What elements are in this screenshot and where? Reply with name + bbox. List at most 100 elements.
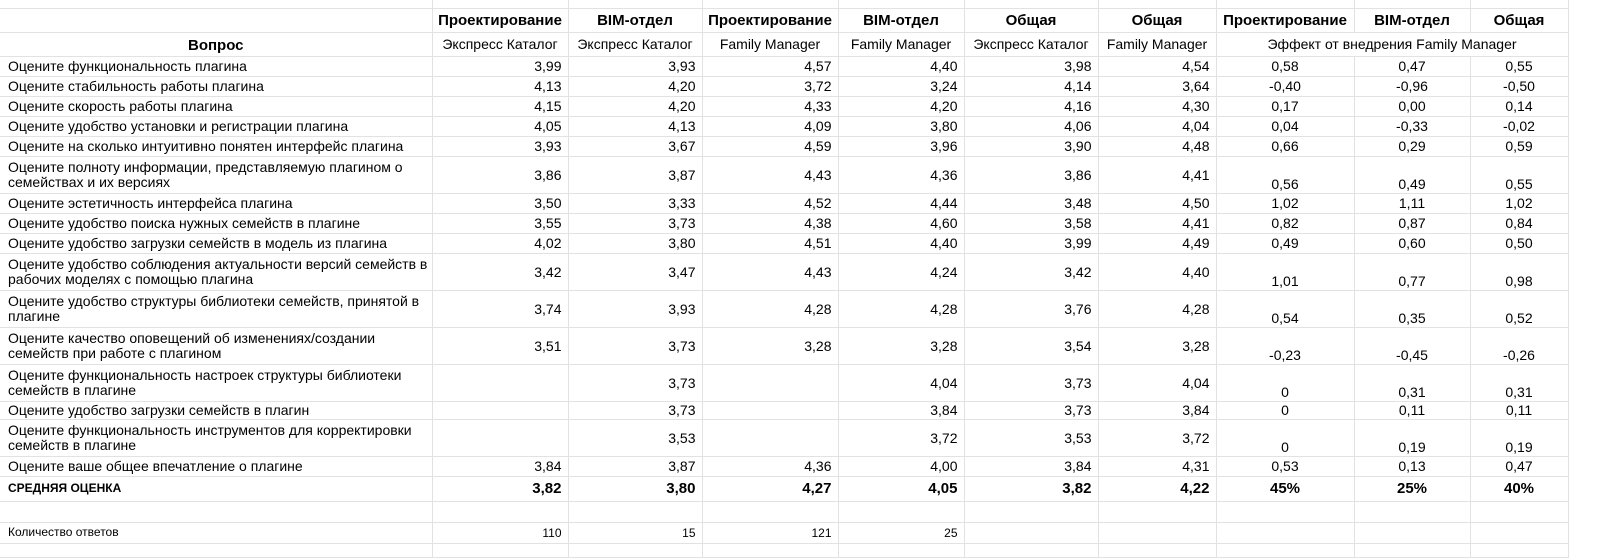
question-cell[interactable]: Оцените функциональность плагина [0,56,433,77]
question-cell[interactable]: Оцените на сколько интуитивно понятен ин… [0,136,433,157]
score-cell[interactable] [702,364,839,402]
effect-cell[interactable]: 0,47 [1470,456,1569,477]
cell[interactable] [432,501,569,523]
effect-cell[interactable]: 0,13 [1354,456,1471,477]
score-cell[interactable]: 3,73 [568,327,703,365]
score-cell[interactable]: 4,09 [702,116,839,137]
effect-cell[interactable]: 0,84 [1470,213,1569,234]
mean-score-cell[interactable]: 4,05 [838,476,965,502]
mean-score-cell[interactable]: 3,82 [964,476,1099,502]
cell[interactable] [0,543,433,558]
score-cell[interactable]: 4,14 [964,76,1099,97]
cell[interactable] [568,501,703,523]
score-cell[interactable]: 3,53 [568,419,703,457]
cell[interactable] [1354,522,1471,544]
effect-cell[interactable]: 0,14 [1470,96,1569,117]
effect-cell[interactable]: -0,50 [1470,76,1569,97]
score-cell[interactable]: 4,52 [702,193,839,214]
score-cell[interactable]: 3,55 [432,213,569,234]
score-cell[interactable]: 3,93 [568,290,703,328]
mean-label[interactable]: СРЕДНЯЯ ОЦЕНКА [0,476,433,502]
effect-header[interactable]: Эффект от внедрения Family Manager [1216,32,1569,57]
score-cell[interactable]: 4,40 [1098,253,1217,291]
subgroup-header[interactable]: Экспресс Каталог [964,32,1099,57]
effect-cell[interactable]: 0,00 [1354,96,1471,117]
effect-cell[interactable]: 0,53 [1216,456,1355,477]
score-cell[interactable]: 4,57 [702,56,839,77]
score-cell[interactable]: 4,24 [838,253,965,291]
score-cell[interactable]: 4,36 [702,456,839,477]
score-cell[interactable]: 3,90 [964,136,1099,157]
score-cell[interactable]: 3,73 [568,364,703,402]
score-cell[interactable]: 3,54 [964,327,1099,365]
effect-cell[interactable]: 1,01 [1216,253,1355,291]
effect-cell[interactable]: 0,50 [1470,233,1569,254]
effect-cell[interactable]: 0,55 [1470,56,1569,77]
subgroup-header[interactable]: Family Manager [702,32,839,57]
cell[interactable] [702,543,839,558]
cell[interactable] [1098,543,1217,558]
question-cell[interactable]: Оцените удобство загрузки семейств в пла… [0,401,433,420]
cell[interactable] [702,0,839,9]
score-cell[interactable]: 4,20 [568,76,703,97]
score-cell[interactable]: 4,48 [1098,136,1217,157]
cell[interactable] [1354,543,1471,558]
effect-cell[interactable]: -0,23 [1216,327,1355,365]
score-cell[interactable]: 3,96 [838,136,965,157]
score-cell[interactable]: 3,99 [432,56,569,77]
cell[interactable] [702,501,839,523]
count-label[interactable]: Количество ответов [0,522,433,544]
score-cell[interactable]: 4,40 [838,56,965,77]
question-cell[interactable]: Оцените удобство соблюдения актуальности… [0,253,433,291]
effect-cell[interactable]: 0,60 [1354,233,1471,254]
cell[interactable] [964,522,1099,544]
effect-cell[interactable]: 0,55 [1470,156,1569,194]
cell[interactable] [0,501,433,523]
effect-cell[interactable]: 0,19 [1470,419,1569,457]
score-cell[interactable]: 3,50 [432,193,569,214]
question-column-header[interactable]: Вопрос [0,32,433,57]
effect-cell[interactable]: 0,58 [1216,56,1355,77]
cell[interactable] [1470,522,1569,544]
group-header[interactable]: Общая [964,8,1099,33]
cell[interactable] [1470,501,1569,523]
question-cell[interactable]: Оцените удобство установки и регистрации… [0,116,433,137]
score-cell[interactable]: 4,33 [702,96,839,117]
subgroup-header[interactable]: Family Manager [1098,32,1217,57]
score-cell[interactable]: 4,41 [1098,156,1217,194]
question-cell[interactable]: Оцените функциональность инструментов дл… [0,419,433,457]
score-cell[interactable]: 4,30 [1098,96,1217,117]
score-cell[interactable]: 3,93 [432,136,569,157]
cell[interactable] [568,0,703,9]
cell[interactable] [1216,522,1355,544]
effect-cell[interactable]: 0,52 [1470,290,1569,328]
score-cell[interactable]: 4,43 [702,156,839,194]
effect-cell[interactable]: 0,49 [1354,156,1471,194]
effect-cell[interactable]: -0,40 [1216,76,1355,97]
cell[interactable] [1098,522,1217,544]
score-cell[interactable]: 4,04 [838,364,965,402]
count-cell[interactable]: 15 [568,522,703,544]
score-cell[interactable]: 4,51 [702,233,839,254]
score-cell[interactable]: 3,80 [568,233,703,254]
score-cell[interactable] [702,419,839,457]
cell[interactable] [1470,543,1569,558]
score-cell[interactable]: 3,86 [432,156,569,194]
question-cell[interactable]: Оцените скорость работы плагина [0,96,433,117]
effect-cell[interactable]: 0,35 [1354,290,1471,328]
score-cell[interactable]: 3,84 [1098,401,1217,420]
cell[interactable] [1098,0,1217,9]
score-cell[interactable]: 4,43 [702,253,839,291]
cell[interactable] [1216,543,1355,558]
effect-cell[interactable]: 0,17 [1216,96,1355,117]
effect-cell[interactable]: 1,11 [1354,193,1471,214]
score-cell[interactable]: 3,84 [432,456,569,477]
effect-cell[interactable]: 0,29 [1354,136,1471,157]
score-cell[interactable]: 3,42 [964,253,1099,291]
effect-cell[interactable]: 0 [1216,401,1355,420]
effect-cell[interactable]: 0,98 [1470,253,1569,291]
score-cell[interactable]: 4,44 [838,193,965,214]
score-cell[interactable]: 3,64 [1098,76,1217,97]
cell[interactable] [838,543,965,558]
score-cell[interactable]: 3,42 [432,253,569,291]
